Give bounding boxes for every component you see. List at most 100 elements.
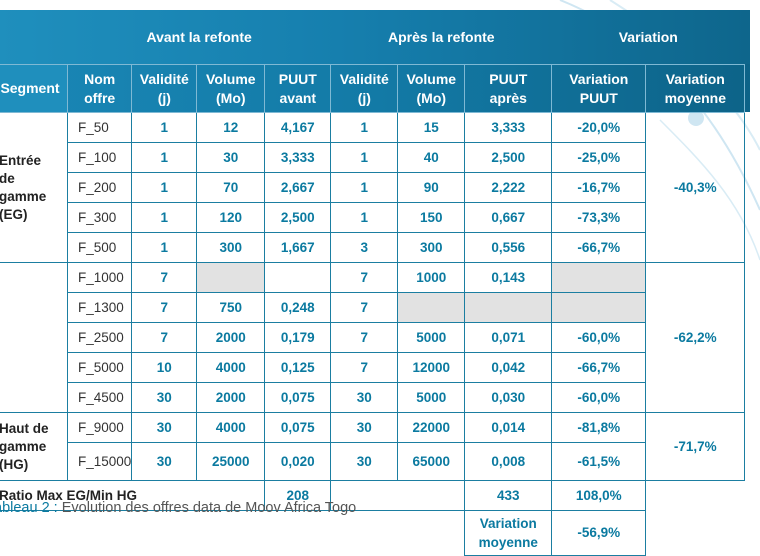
table-row: F_5000 10 4000 0,125 7 12000 0,042 -66,7… [0, 352, 745, 383]
cell-variation-puut: -25,0% [551, 142, 647, 173]
segment-hg: Haut de gamme (HG) [0, 412, 68, 481]
cell-validite-apres: 7 [330, 322, 399, 353]
cell-validite-avant: 10 [131, 352, 198, 383]
cell-offre: F_1300 [66, 292, 133, 323]
table-row: Entrée de gamme (EG) F_50 1 12 4,167 1 15 3… [0, 112, 746, 263]
cell-puut-avant [264, 262, 332, 293]
avg-eg: -40,3% [645, 112, 746, 263]
cell-puut-avant: 0,125 [264, 352, 332, 383]
header-avant: Avant la refonte [146, 29, 252, 45]
cell-volume-apres: 65000 [397, 442, 466, 481]
cell-puut-apres: 0,556 [464, 232, 553, 263]
ratio-row: Ratio Max EG/Min HG 208 433 108,0% [0, 480, 745, 511]
cell-volume-avant: 4000 [196, 352, 266, 383]
cell-puut-apres: 2,222 [464, 172, 553, 203]
table-row: F_500 1 300 1,667 3 300 0,556 -66,7% [0, 232, 745, 263]
table-row: F_15000 30 25000 0,020 30 65000 0,008 -6… [0, 442, 745, 481]
cell-validite-avant: 7 [131, 292, 198, 323]
cell-puut-avant: 1,667 [264, 232, 332, 263]
cell-variation-puut: -60,0% [551, 322, 647, 353]
col-segment: Segment [0, 64, 68, 113]
segment-eg: Entrée de gamme (EG) [0, 112, 68, 263]
cell-volume-avant: 12 [196, 112, 266, 143]
cell-variation-puut [551, 262, 647, 293]
cell-variation-puut: -66,7% [551, 352, 647, 383]
cell-offre: F_2500 [66, 322, 133, 353]
cell-validite-avant: 1 [131, 112, 198, 143]
variation-moyenne-value: -56,9% [551, 510, 647, 556]
cell-puut-avant: 0,075 [264, 412, 332, 443]
cell-validite-apres: 30 [330, 442, 399, 481]
table-caption: ableau 2 : Evolution des offres data de … [0, 500, 356, 516]
cell-puut-apres: 3,333 [464, 112, 553, 143]
cell-offre: F_1000 [66, 262, 133, 293]
cell-validite-apres: 3 [330, 232, 399, 263]
col-validite-avant: Validité (j) [131, 64, 198, 113]
table-row: F_1300 7 750 0,248 7 [0, 292, 745, 323]
col-validite-apres: Validité (j) [330, 64, 399, 113]
caption-space [0, 511, 465, 556]
cell-puut-avant: 0,020 [264, 442, 332, 481]
table-row: F_100 1 30 3,333 1 40 2,500 -25,0% [0, 142, 745, 173]
cell-puut-avant: 3,333 [264, 142, 332, 173]
cell-validite-apres: 7 [330, 262, 399, 293]
cell-validite-apres: 1 [330, 202, 399, 233]
cell-variation-puut: -66,7% [551, 232, 647, 263]
cell-puut-avant: 0,075 [264, 382, 332, 413]
cell-validite-apres: 1 [330, 142, 399, 173]
cell-puut-apres: 0,071 [464, 322, 553, 353]
cell-validite-avant: 1 [131, 232, 198, 263]
cell-validite-apres: 7 [330, 292, 399, 323]
cell-volume-apres: 90 [397, 172, 466, 203]
col-puut-apres: PUUT après [464, 64, 553, 113]
cell-validite-avant: 30 [131, 442, 198, 481]
cell-volume-apres: 22000 [397, 412, 466, 443]
cell-validite-apres: 1 [330, 112, 399, 143]
cell-volume-avant: 750 [196, 292, 266, 323]
table-row: F_1000 7 7 1000 0,143 -62,2% [0, 262, 746, 413]
cell-volume-avant: 300 [196, 232, 266, 263]
cell-volume-apres: 5000 [397, 322, 466, 353]
cell-volume-avant: 70 [196, 172, 266, 203]
table-row: F_200 1 70 2,667 1 90 2,222 -16,7% [0, 172, 745, 203]
ratio-avant: 208 [264, 480, 332, 511]
ratio-apres: 433 [464, 480, 553, 511]
cell-offre: F_5000 [66, 352, 133, 383]
cell-validite-apres: 30 [330, 412, 399, 443]
cell-puut-avant: 2,667 [264, 172, 332, 203]
col-variation-puut: Variation PUUT [551, 64, 647, 113]
cell-variation-puut: -16,7% [551, 172, 647, 203]
cell-volume-avant: 2000 [196, 382, 266, 413]
cell-volume-avant: 2000 [196, 322, 266, 353]
cell-validite-apres: 1 [330, 172, 399, 203]
col-volume-apres: Volume (Mo) [397, 64, 466, 113]
cell-puut-avant: 0,248 [264, 292, 332, 323]
col-nom-offre: Nom offre [66, 64, 133, 113]
table-row: F_2500 7 2000 0,179 7 5000 0,071 -60,0% [0, 322, 745, 353]
ratio-label: Ratio Max EG/Min HG [0, 480, 266, 511]
cell-puut-apres: 0,042 [464, 352, 553, 383]
cell-volume-avant: 120 [196, 202, 266, 233]
avg-mid: -62,2% [645, 262, 746, 413]
segment-mid [0, 262, 68, 413]
cell-validite-avant: 7 [131, 262, 198, 293]
cell-volume-apres: 150 [397, 202, 466, 233]
cell-puut-avant: 0,179 [264, 322, 332, 353]
cell-offre: F_50 [66, 112, 133, 143]
cell-validite-avant: 1 [131, 202, 198, 233]
cell-offre: F_4500 [66, 382, 133, 413]
cell-puut-apres [464, 292, 553, 323]
cell-puut-avant: 2,500 [264, 202, 332, 233]
cell-volume-apres: 12000 [397, 352, 466, 383]
cell-puut-apres: 0,030 [464, 382, 553, 413]
table-row: Haut de gamme (HG) F_9000 30 4000 0,075 30… [0, 412, 746, 481]
cell-offre: F_300 [66, 202, 133, 233]
cell-variation-puut: -81,8% [551, 412, 647, 443]
col-volume-avant: Volume (Mo) [196, 64, 266, 113]
table-row: F_300 1 120 2,500 1 150 0,667 -73,3% [0, 202, 745, 233]
cell-variation-puut: -73,3% [551, 202, 647, 233]
cell-validite-apres: 7 [330, 352, 399, 383]
cell-volume-apres: 15 [397, 112, 466, 143]
cell-volume-avant [196, 262, 266, 293]
cell-validite-avant: 7 [131, 322, 198, 353]
